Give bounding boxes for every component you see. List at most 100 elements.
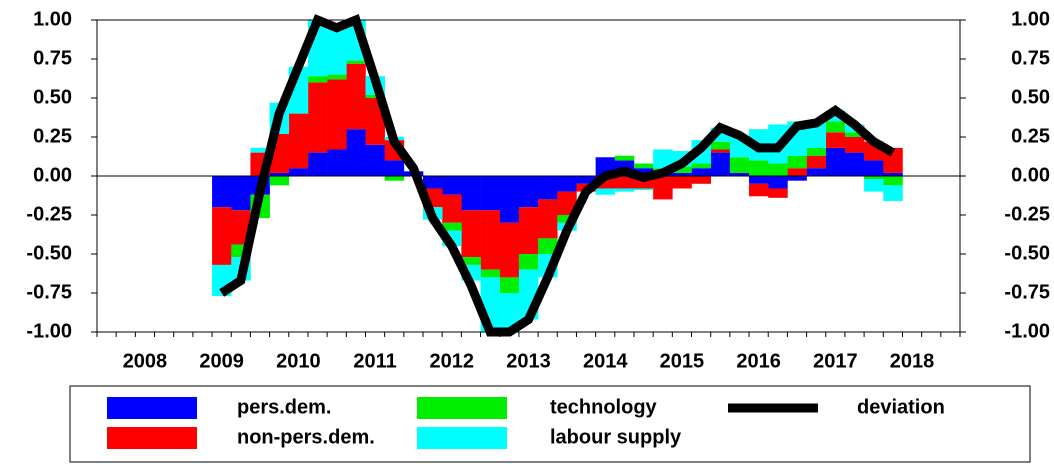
bar-segment	[864, 179, 884, 192]
x-tick-label: 2016	[736, 350, 781, 372]
y-tick-label: 0.00	[33, 164, 72, 186]
bar-segment	[749, 176, 769, 184]
bar-segment	[346, 63, 366, 130]
bar-segment	[499, 222, 520, 278]
y2-tick-label: -0.75	[1004, 281, 1050, 303]
legend-box	[69, 385, 1031, 463]
bar-segment	[288, 113, 309, 169]
y2-tick-label: 0.75	[1011, 47, 1050, 69]
bar-segment	[710, 152, 731, 176]
bar-segment	[787, 176, 807, 181]
bar-segment	[212, 207, 232, 265]
bar-segment	[480, 210, 501, 270]
bar-segment	[883, 176, 903, 186]
y-tick-label: 1.00	[33, 8, 72, 30]
bar-segment	[423, 176, 443, 189]
bar-segment	[825, 121, 846, 133]
bar-segment	[346, 129, 366, 176]
bar-segment	[557, 176, 577, 192]
bar-segment	[365, 144, 385, 176]
bar-segment	[691, 176, 711, 184]
bar-segment	[442, 176, 462, 195]
bar-segment	[749, 183, 769, 197]
legend-swatch	[107, 397, 197, 419]
bar-segment	[614, 176, 635, 189]
bar-segment	[518, 254, 539, 270]
x-tick-label: 2014	[583, 350, 628, 372]
x-tick-label: 2017	[813, 350, 858, 372]
bar-segment	[327, 149, 347, 176]
bar-segment	[768, 163, 788, 176]
bar-segment	[595, 188, 616, 195]
bar-segment	[806, 122, 827, 148]
legend-label: pers.dem.	[237, 396, 331, 418]
bar-segment	[729, 157, 750, 173]
x-tick-label: 2011	[353, 350, 396, 372]
y2-tick-label: 0.25	[1011, 125, 1050, 147]
bar-segment	[883, 172, 903, 176]
bar-segment	[307, 152, 328, 176]
y2-tick-label: 0.00	[1011, 164, 1050, 186]
legend-swatch	[417, 397, 507, 419]
legend-label: non-pers.dem.	[237, 426, 375, 448]
bar-segment	[576, 176, 596, 184]
bar-segment	[480, 176, 501, 211]
bar-segment	[864, 160, 884, 176]
bar-segment	[633, 168, 654, 176]
bar-segment	[806, 168, 827, 176]
bar-segment	[269, 176, 290, 186]
x-tick-label: 2008	[123, 350, 168, 372]
bar-segment	[538, 176, 558, 200]
bar-segment	[307, 76, 328, 83]
bar-segment	[499, 293, 520, 332]
bar-segment	[327, 79, 347, 150]
bar-segment	[557, 191, 577, 215]
bar-segment	[787, 155, 807, 169]
bar-segment	[844, 132, 865, 137]
y-tick-label: -0.25	[26, 203, 72, 225]
bar-segment	[307, 82, 328, 153]
y-tick-label: -0.50	[26, 242, 72, 264]
y-tick-label: 0.25	[33, 125, 72, 147]
bar-segment	[518, 207, 539, 254]
bar-segment	[346, 60, 366, 64]
bar-segment	[499, 176, 520, 223]
bar-segment	[633, 163, 654, 169]
bar-segment	[461, 210, 481, 258]
bar-segment	[768, 188, 788, 198]
bar-segment	[557, 215, 577, 223]
legend-label: labour supply	[550, 426, 682, 448]
bar-segment	[384, 160, 405, 176]
bar-segment	[672, 176, 692, 189]
bar-segment	[883, 185, 903, 201]
legend-swatch	[107, 427, 197, 449]
bar-segment	[864, 176, 884, 180]
bar-segment	[538, 238, 558, 254]
x-tick-label: 2012	[430, 350, 475, 372]
legend-label: technology	[550, 396, 658, 418]
x-tick-label: 2010	[276, 350, 321, 372]
x-tick-label: 2013	[506, 350, 551, 372]
y2-tick-label: -0.50	[1004, 242, 1050, 264]
bar-segment	[538, 199, 558, 239]
bar-segment	[825, 147, 846, 176]
bar-segment	[442, 194, 462, 223]
bar-segment	[672, 166, 692, 173]
bar-segment	[749, 160, 769, 176]
bar-segment	[384, 176, 405, 181]
bar-segment	[844, 152, 865, 176]
bar-segment	[212, 176, 232, 208]
bar-segment	[729, 172, 750, 176]
bar-segment	[653, 149, 673, 169]
bar-segment	[518, 176, 539, 208]
bar-segment	[787, 168, 807, 176]
bar-segment	[327, 74, 347, 80]
y-tick-label: 0.50	[33, 86, 72, 108]
bar-segment	[825, 132, 846, 148]
bar-segment	[691, 163, 711, 169]
bar-segment	[633, 188, 654, 191]
bar-segment	[269, 172, 290, 176]
y-tick-label: 0.75	[33, 47, 72, 69]
x-tick-label: 2009	[199, 350, 244, 372]
